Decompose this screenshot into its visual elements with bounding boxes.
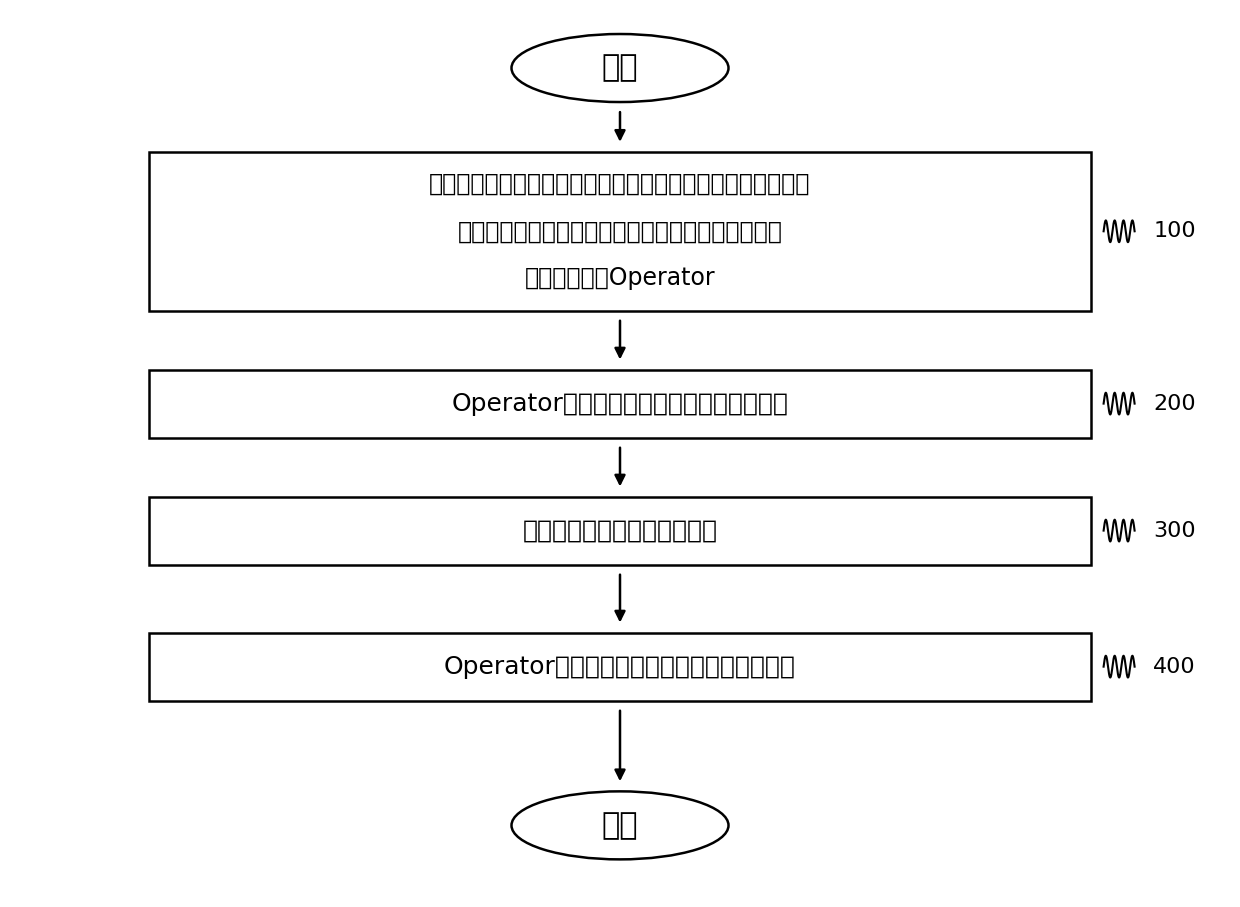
Text: 主链上某个节点用户在区块链主链和子链中分别部署主链合约: 主链上某个节点用户在区块链主链和子链中分别部署主链合约 bbox=[429, 172, 811, 196]
Text: 300: 300 bbox=[1153, 521, 1195, 541]
Ellipse shape bbox=[511, 34, 729, 102]
Text: 开始: 开始 bbox=[601, 54, 639, 83]
Text: 100: 100 bbox=[1153, 221, 1195, 241]
Text: 400: 400 bbox=[1153, 657, 1195, 677]
Text: 节点用户称为Operator: 节点用户称为Operator bbox=[525, 267, 715, 290]
Text: Operator将子链中的代币兑换成主链中的代币: Operator将子链中的代币兑换成主链中的代币 bbox=[444, 655, 796, 678]
Text: 和子链合约，并同时运行主链客户端和子链客户端，: 和子链合约，并同时运行主链客户端和子链客户端， bbox=[458, 219, 782, 243]
Text: 主链同步子链的交易状态信息: 主链同步子链的交易状态信息 bbox=[522, 519, 718, 542]
Text: 200: 200 bbox=[1153, 394, 1195, 414]
FancyBboxPatch shape bbox=[149, 370, 1091, 437]
Text: 结束: 结束 bbox=[601, 811, 639, 840]
FancyBboxPatch shape bbox=[149, 497, 1091, 564]
FancyBboxPatch shape bbox=[149, 151, 1091, 310]
Ellipse shape bbox=[511, 791, 729, 860]
FancyBboxPatch shape bbox=[149, 633, 1091, 700]
Text: Operator将主链中代币兑换成子链中的代币: Operator将主链中代币兑换成子链中的代币 bbox=[451, 392, 789, 415]
